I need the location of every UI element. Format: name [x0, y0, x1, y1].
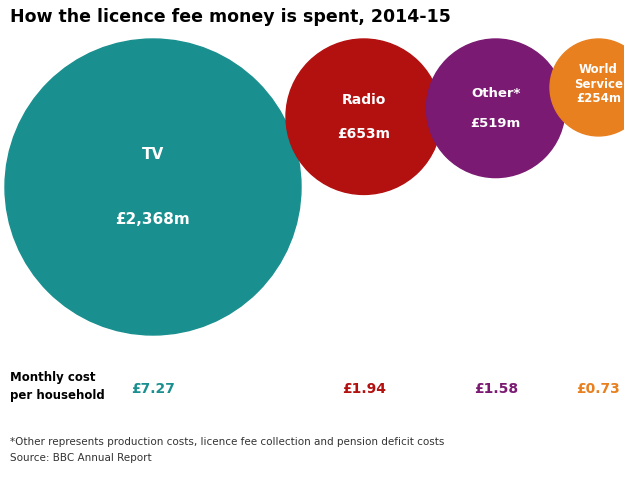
- Text: £2,368m: £2,368m: [115, 212, 190, 227]
- Circle shape: [426, 39, 565, 177]
- Text: TV: TV: [142, 147, 164, 162]
- Text: £653m: £653m: [337, 127, 390, 141]
- Text: £254m: £254m: [576, 91, 621, 105]
- Text: Other*: Other*: [471, 86, 520, 100]
- Text: per household: per household: [10, 389, 105, 403]
- Text: £519m: £519m: [470, 117, 521, 130]
- Circle shape: [550, 39, 624, 136]
- Circle shape: [5, 39, 301, 335]
- Text: Monthly cost: Monthly cost: [10, 370, 95, 383]
- Text: £1.58: £1.58: [474, 382, 518, 396]
- Text: £1.94: £1.94: [342, 382, 386, 396]
- Text: Source: BBC Annual Report: Source: BBC Annual Report: [10, 453, 152, 463]
- Text: World
Service: World Service: [574, 63, 623, 91]
- Circle shape: [286, 39, 441, 195]
- Text: Radio: Radio: [341, 92, 386, 107]
- Text: *Other represents production costs, licence fee collection and pension deficit c: *Other represents production costs, lice…: [10, 437, 444, 447]
- Text: How the licence fee money is spent, 2014-15: How the licence fee money is spent, 2014…: [10, 8, 451, 26]
- Text: £7.27: £7.27: [131, 382, 175, 396]
- Text: £0.73: £0.73: [577, 382, 620, 396]
